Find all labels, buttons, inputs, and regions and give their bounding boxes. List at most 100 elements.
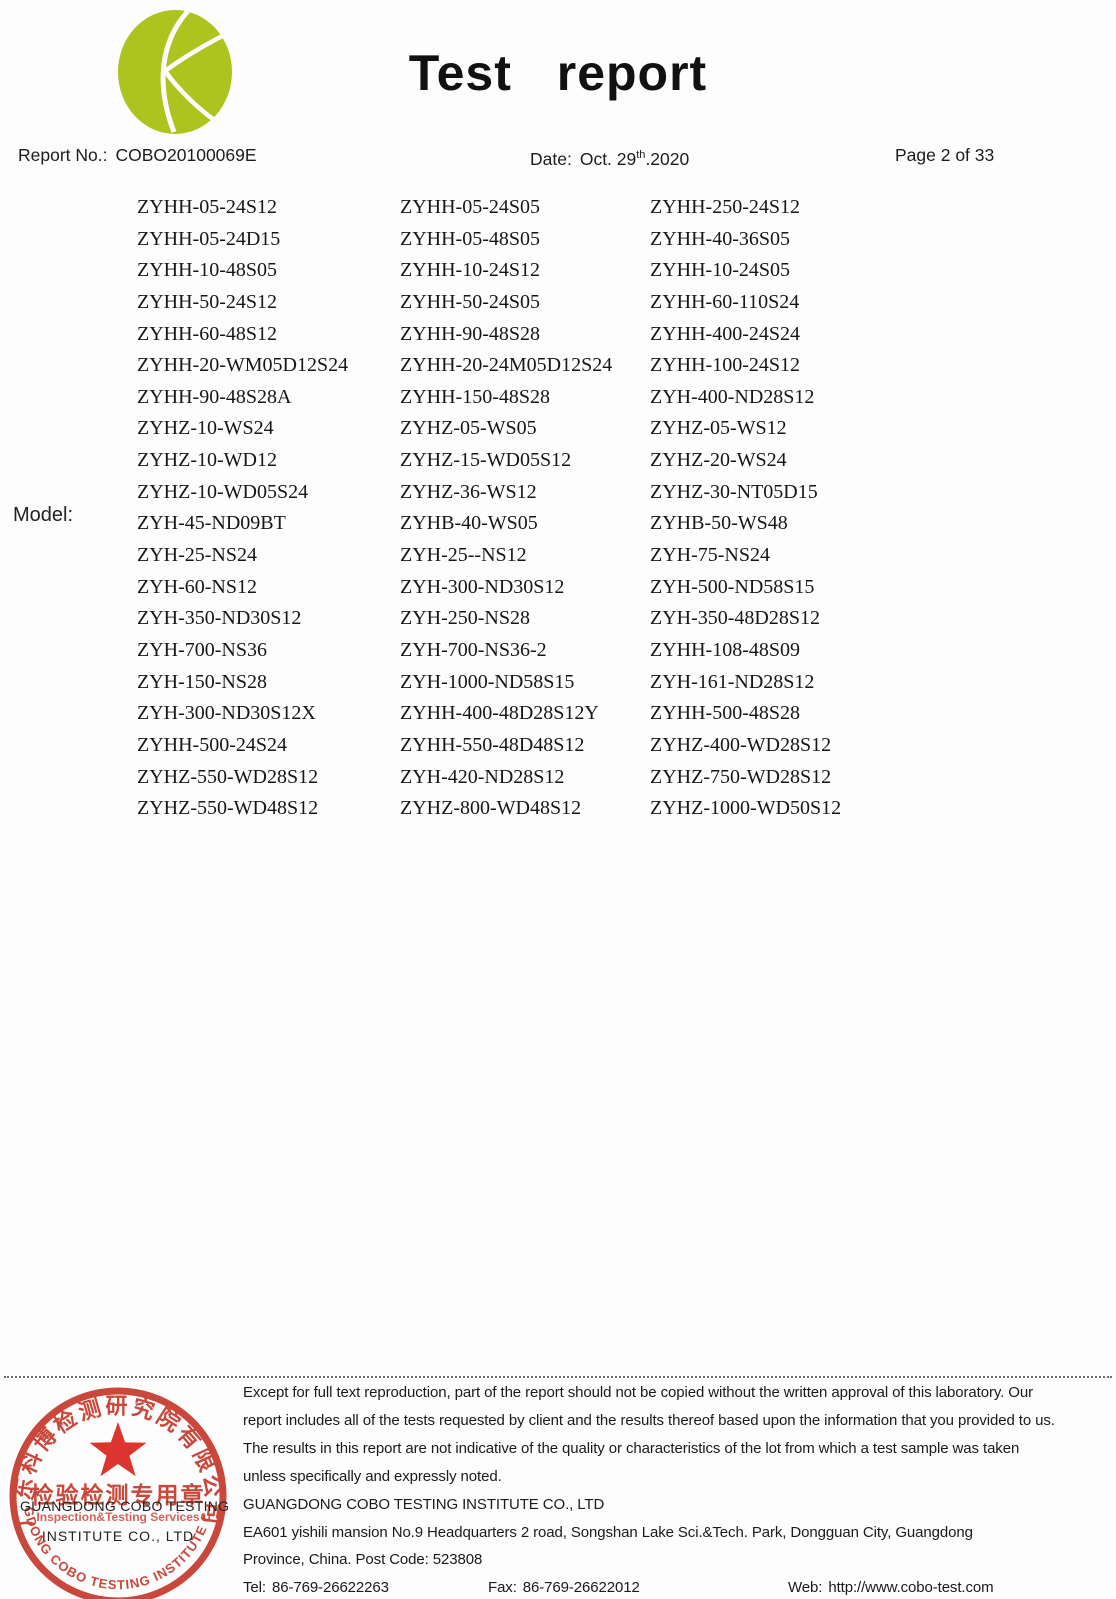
model-cell: ZYH-25--NS12 [400, 544, 527, 567]
model-cell: ZYHH-40-36S05 [650, 227, 790, 250]
footer-block: Except for full text reproduction, part … [243, 1379, 1111, 1599]
model-cell: ZYHH-150-48S28 [400, 385, 550, 408]
stamp-center-en-text: Inspection&Testing Services [36, 1510, 199, 1524]
disclaimer-line: Except for full text reproduction, part … [243, 1384, 1033, 1401]
report-number-value: COBO20100069E [115, 145, 257, 165]
model-cell: ZYHH-250-24S12 [650, 196, 800, 218]
model-cell: ZYHH-108-48S09 [650, 638, 800, 661]
model-cell: ZYHH-100-24S12 [650, 354, 800, 377]
model-list: ZYHH-05-24S12 ZYHH-05-24S05 ZYHH-250-24S12… [137, 192, 997, 825]
disclaimer-line: report includes all of the tests request… [243, 1411, 1055, 1429]
stamp-star-icon [89, 1422, 147, 1477]
model-cell: ZYHZ-800-WD48S12 [400, 797, 582, 820]
model-cell: ZYH-300-ND30S12X [137, 702, 316, 725]
model-cell: ZYHZ-05-WS12 [650, 417, 787, 440]
cobo-logo-icon [118, 9, 232, 134]
model-label: Model: [13, 504, 74, 526]
stamp-center-cn-text: 检验检测专用章 [31, 1482, 206, 1508]
model-cell: ZYHZ-750-WD28S12 [650, 765, 832, 788]
model-cell: ZYHZ-400-WD28S12 [650, 733, 832, 756]
fax-value: 86-769-26622012 [522, 1579, 640, 1597]
tel-label: Tel: [243, 1579, 266, 1597]
model-cell: ZYHH-05-24S12 [137, 196, 277, 218]
report-number: Report No.: COBO20100069E [18, 140, 257, 170]
model-cell: ZYH-500-ND58S15 [650, 575, 815, 598]
model-cell: ZYHH-60-110S24 [650, 290, 800, 313]
web-label: Web: [788, 1579, 823, 1597]
model-cell: ZYHZ-10-WD05S24 [137, 480, 309, 503]
model-cell: ZYHH-500-48S28 [650, 702, 800, 725]
model-cell: ZYHH-60-48S12 [137, 322, 277, 345]
model-cell: ZYHB-50-WS48 [650, 512, 788, 535]
model-cell: ZYHH-90-48S28A [137, 385, 292, 408]
model-cell: ZYHH-05-24D15 [137, 227, 281, 250]
model-cell: ZYHZ-10-WD12 [137, 449, 277, 472]
model-cell: ZYHZ-20-WS24 [650, 449, 787, 472]
date-year: .2020 [645, 148, 690, 169]
model-cell: ZYH-150-NS28 [137, 670, 267, 693]
model-cell: ZYHZ-15-WD05S12 [400, 449, 572, 472]
tel-value: 86-769-26622263 [271, 1579, 389, 1597]
header-meta-row: Report No.: COBO20100069E Date: Oct. 29th.… [0, 140, 1116, 170]
model-cell: ZYH-45-ND09BT [137, 512, 286, 535]
model-cell: ZYHZ-550-WD28S12 [137, 765, 319, 788]
model-cell: ZYHH-10-24S05 [650, 259, 790, 282]
disclaimer-line: The results in this report are not indic… [243, 1439, 1020, 1457]
model-cell: ZYHH-05-24S05 [400, 196, 540, 218]
model-cell: ZYH-300-ND30S12 [400, 575, 565, 598]
company-stamp-seal: 广东科博检测研究院有限公司 检验检测专用章 Inspection&Testing… [4, 1382, 227, 1599]
date-ordinal: th [636, 149, 646, 161]
model-cell: ZYH-75-NS24 [650, 544, 770, 567]
model-cell: ZYHH-10-48S05 [137, 259, 277, 282]
company-name: GUANGDONG COBO TESTING INSTITUTE CO., LT… [243, 1495, 605, 1513]
model-cell: ZYH-350-ND30S12 [137, 607, 302, 630]
company-address-line2: Province, China. Post Code: 523808 [243, 1551, 483, 1569]
contact-row: Tel: 86-769-26622263 Fax: 86-769-26622012 … [243, 1574, 1111, 1599]
model-cell: ZYHZ-550-WD48S12 [137, 797, 319, 820]
model-cell: ZYHZ-1000-WD50S12 [650, 797, 842, 820]
fax-label: Fax: [488, 1579, 517, 1597]
model-cell: ZYHH-10-24S12 [400, 259, 540, 282]
model-cell: ZYHH-90-48S28 [400, 322, 540, 345]
model-cell: ZYHH-05-48S05 [400, 227, 540, 250]
page-indicator: Page 2 of 33 [895, 145, 995, 165]
model-cell: ZYH-250-NS28 [400, 607, 530, 630]
website: Web: http://www.cobo-test.com [788, 1574, 994, 1599]
date-label: Date: [530, 148, 572, 169]
footer-separator [4, 1376, 1112, 1378]
model-cell: ZYHB-40-WS05 [400, 512, 538, 535]
model-cell: ZYH-60-NS12 [137, 575, 257, 598]
disclaimer-line: unless specifically and expressly noted. [243, 1467, 502, 1485]
report-number-label: Report No.: [18, 145, 108, 165]
model-cell: ZYHH-50-24S05 [400, 290, 540, 313]
report-date: Date: Oct. 29th.2020 [530, 140, 689, 174]
model-cell: ZYHZ-36-WS12 [400, 480, 537, 503]
stamp-overlay-company-line2: INSTITUTE CO., LTD [41, 1528, 195, 1544]
model-cell: ZYHH-20-WM05D12S24 [137, 354, 349, 377]
model-cell: ZYHZ-10-WS24 [137, 417, 274, 440]
web-url: http://www.cobo-test.com [828, 1579, 994, 1597]
model-cell: ZYHZ-05-WS05 [400, 417, 537, 440]
model-cell: ZYHH-400-48D28S12Y [400, 702, 599, 725]
model-cell: ZYHH-550-48D48S12 [400, 733, 585, 756]
model-cell: ZYHH-20-24M05D12S24 [400, 354, 613, 377]
model-cell: ZYH-350-48D28S12 [650, 607, 820, 630]
model-cell: ZYH-420-ND28S12 [400, 765, 565, 788]
model-cell: ZYH-1000-ND58S15 [400, 670, 575, 693]
model-cell: ZYH-400-ND28S12 [650, 385, 815, 408]
model-cell: ZYHH-50-24S12 [137, 290, 277, 313]
fax: Fax: 86-769-26622012 [488, 1574, 788, 1599]
model-cell: ZYHZ-30-NT05D15 [650, 480, 818, 503]
company-address-line1: EA601 yishili mansion No.9 Headquarters … [243, 1523, 973, 1541]
date-value: Oct. 29 [579, 148, 637, 169]
telephone: Tel: 86-769-26622263 [243, 1574, 488, 1599]
model-cell: ZYH-25-NS24 [137, 544, 257, 567]
page-title: Test report [408, 45, 708, 101]
model-cell: ZYH-161-ND28S12 [650, 670, 815, 693]
model-cell: ZYH-700-NS36-2 [400, 638, 547, 661]
model-cell: ZYHH-400-24S24 [650, 322, 800, 345]
model-cell: ZYH-700-NS36 [137, 638, 267, 661]
stamp-overlay-company-line1: GUANGDONG COBO TESTING [20, 1498, 230, 1514]
model-cell: ZYHH-500-24S24 [137, 733, 287, 756]
